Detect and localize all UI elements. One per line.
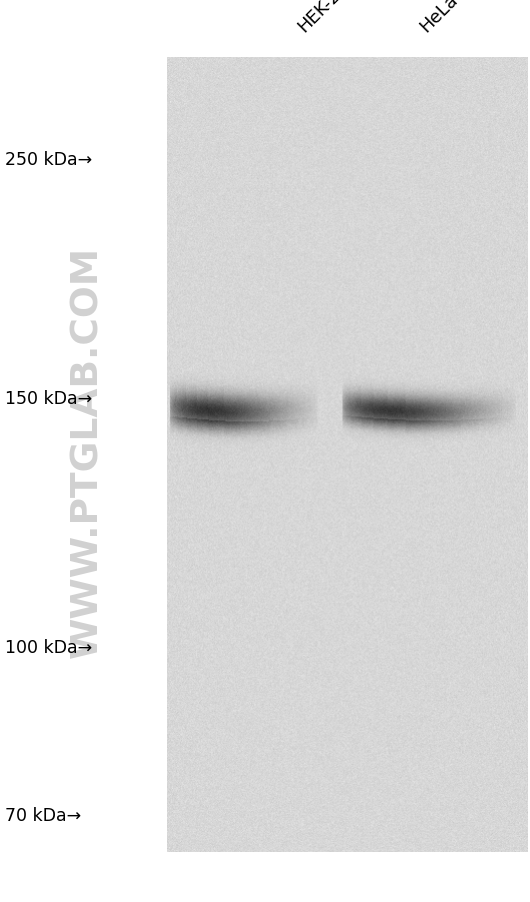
Text: WWW.PTGLAB.COM: WWW.PTGLAB.COM — [69, 245, 105, 657]
Text: 150 kDa→: 150 kDa→ — [5, 390, 92, 408]
Text: 250 kDa→: 250 kDa→ — [5, 151, 92, 169]
Text: HeLa: HeLa — [416, 0, 461, 36]
Text: HEK-293: HEK-293 — [294, 0, 360, 36]
Text: 70 kDa→: 70 kDa→ — [5, 806, 82, 824]
Text: 100 kDa→: 100 kDa→ — [5, 639, 92, 657]
